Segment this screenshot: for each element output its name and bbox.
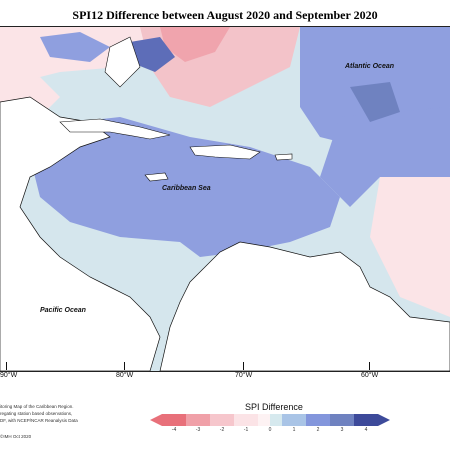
legend-swatch <box>306 414 330 426</box>
legend-swatch <box>234 414 258 426</box>
legend-colorbar <box>150 414 390 426</box>
legend-tick: -2 <box>219 427 225 433</box>
legend-swatch <box>162 414 186 426</box>
lon-label-80w: 80°W <box>116 372 134 379</box>
legend-tick: 2 <box>316 427 320 433</box>
legend-tick: 0 <box>268 427 272 433</box>
legend-tick: 3 <box>340 427 344 433</box>
hispaniola-land <box>189 144 261 160</box>
dark-zone-atlantic <box>350 82 400 122</box>
legend-swatch <box>186 414 210 426</box>
jamaica-land <box>144 172 169 182</box>
legend-tick: 4 <box>364 427 368 433</box>
legend-tick: -3 <box>195 427 201 433</box>
blue-zone-florida <box>40 32 110 62</box>
tick-90w <box>6 362 7 370</box>
map-title: SPI12 Difference between August 2020 and… <box>72 8 378 22</box>
pacific-ocean-label: Pacific Ocean <box>40 307 86 314</box>
legend-arrow-right <box>378 414 390 426</box>
pink-zone-east <box>370 167 450 317</box>
caribbean-sea-label: Caribbean Sea <box>162 185 211 192</box>
legend-swatch <box>210 414 234 426</box>
cuba-land <box>59 118 171 140</box>
legend-title: SPI Difference <box>245 402 303 412</box>
legend-arrow-left <box>150 414 162 426</box>
lon-label-90w: 90°W <box>0 372 18 379</box>
footnote-line: regating station based observations, <box>0 411 73 416</box>
map-canvas <box>0 27 450 371</box>
legend-tick: -1 <box>243 427 249 433</box>
legend-swatch <box>258 414 270 426</box>
copyright: ©IMH Oct 2020 <box>0 434 32 439</box>
legend-tick: -4 <box>171 427 177 433</box>
legend-swatch <box>282 414 306 426</box>
blue-zone-caribbean <box>30 117 340 257</box>
lon-label-70w: 70°W <box>235 372 253 379</box>
tick-60w <box>369 362 370 370</box>
puerto-rico-land <box>274 153 293 161</box>
legend-swatch <box>270 414 282 426</box>
legend-tick: 1 <box>292 427 296 433</box>
footnote-line: itoring Map of the Caribbean Region. <box>0 404 74 409</box>
dark-zone-bahamas <box>130 37 175 72</box>
atlantic-ocean-label: Atlantic Ocean <box>345 63 395 70</box>
spi-map <box>0 26 450 372</box>
footnote-line: DF, with NCEP/NCAR Reanalysis Data <box>0 418 78 423</box>
legend-swatch <box>330 414 354 426</box>
legend-swatch <box>354 414 378 426</box>
pink-zone-strong <box>160 27 230 62</box>
lon-label-60w: 60°W <box>361 372 379 379</box>
south-america-land <box>159 241 450 371</box>
tick-80w <box>124 362 125 370</box>
florida-land <box>104 36 141 88</box>
blue-zone-atlantic-south <box>320 107 450 207</box>
tick-70w <box>243 362 244 370</box>
